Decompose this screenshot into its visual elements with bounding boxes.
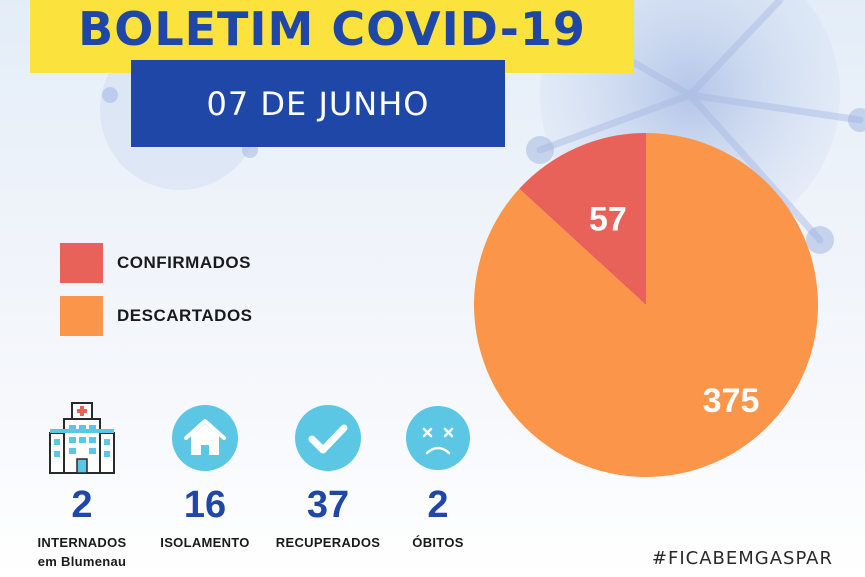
pie-data-label-confirmados: 57 <box>589 200 627 238</box>
stat-label-obitos: ÓBITOS <box>412 535 464 550</box>
stat-label-isolamento: ISOLAMENTO <box>160 535 250 550</box>
stat-value-isolamento: 16 <box>183 484 227 526</box>
legend-item-descartados: DESCARTADOS <box>60 296 253 336</box>
date-banner: 07 DE JUNHO <box>131 60 505 147</box>
stat-obitos: 2 ÓBITOS <box>373 400 503 552</box>
pie-slice-descartados <box>474 133 818 477</box>
legend-label-descartados: DESCARTADOS <box>117 306 253 325</box>
house-icon <box>170 400 240 475</box>
report-date: 07 DE JUNHO <box>206 84 430 123</box>
stat-isolamento: 16 ISOLAMENTO <box>140 400 270 552</box>
pie-data-label-descartados: 375 <box>703 382 760 420</box>
stat-label-internados-main: INTERNADOS <box>37 535 127 550</box>
pie-chart: 57 375 <box>474 133 818 477</box>
stat-label-recuperados: RECUPERADOS <box>275 535 381 550</box>
legend-label-confirmados: CONFIRMADOS <box>117 253 251 272</box>
pie-slice-confirmados <box>519 133 646 305</box>
legend-swatch-confirmados <box>60 243 103 283</box>
stat-recuperados: 37 RECUPERADOS <box>263 400 393 552</box>
chart-legend: CONFIRMADOS DESCARTADOS <box>60 243 253 349</box>
stat-label-internados: INTERNADOS em Blumenau <box>38 533 127 571</box>
hospital-icon <box>47 400 117 475</box>
stat-internados: 2 INTERNADOS em Blumenau <box>17 400 147 571</box>
page-title: BOLETIM COVID-19 <box>78 1 586 56</box>
sad-face-icon <box>403 400 473 475</box>
legend-item-confirmados: CONFIRMADOS <box>60 243 253 283</box>
stat-value-internados: 2 <box>71 484 93 526</box>
checkmark-icon <box>293 400 363 475</box>
stat-value-obitos: 2 <box>427 484 449 526</box>
stat-value-recuperados: 37 <box>306 484 350 526</box>
stat-sublabel-internados: em Blumenau <box>37 554 127 569</box>
hashtag: #FICABEMGASPAR <box>651 548 833 569</box>
legend-swatch-descartados <box>60 296 103 336</box>
